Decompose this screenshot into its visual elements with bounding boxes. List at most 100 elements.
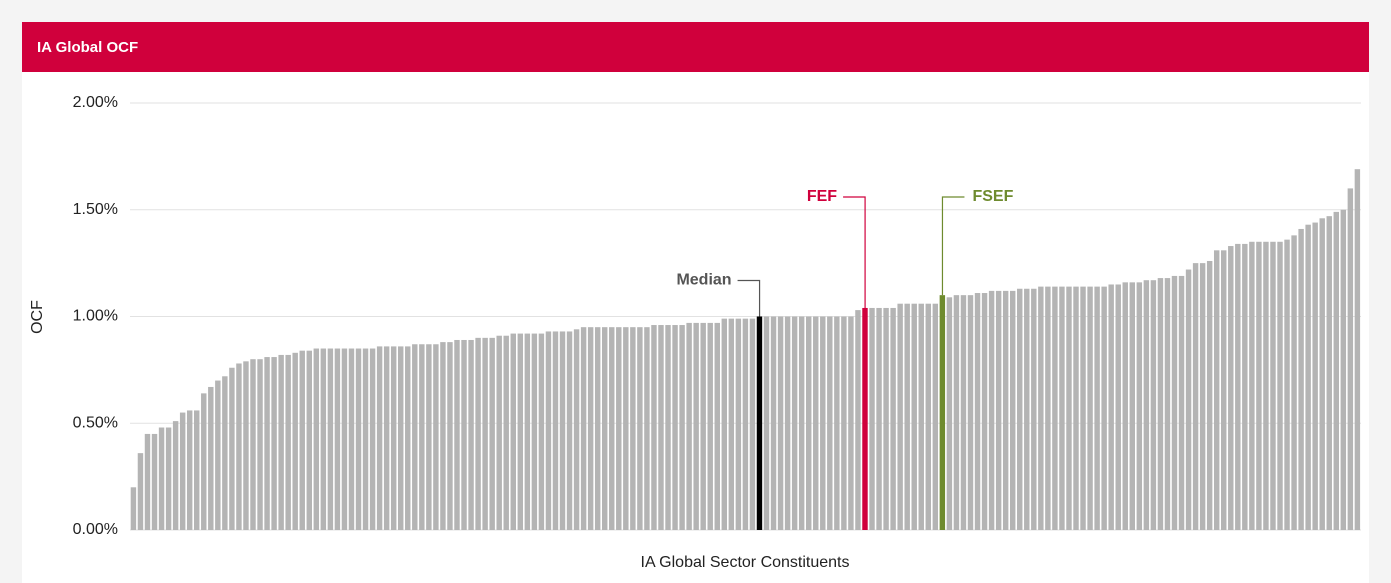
bar bbox=[243, 361, 249, 530]
bar bbox=[292, 352, 298, 530]
bar bbox=[594, 327, 601, 530]
bar bbox=[447, 342, 453, 530]
bar bbox=[1129, 282, 1136, 530]
bar bbox=[1319, 218, 1325, 531]
bar bbox=[988, 290, 995, 530]
y-tick-label: 1.00% bbox=[73, 308, 118, 325]
bar bbox=[686, 322, 692, 530]
bar bbox=[1185, 269, 1192, 530]
y-tick-label: 1.50% bbox=[73, 201, 118, 218]
bar bbox=[566, 331, 573, 530]
bar bbox=[1354, 169, 1361, 530]
bar bbox=[461, 339, 467, 530]
annotation-label: Median bbox=[676, 272, 731, 289]
bar bbox=[1235, 243, 1241, 530]
bar bbox=[932, 303, 939, 530]
bar bbox=[348, 348, 355, 530]
bar bbox=[1333, 211, 1339, 530]
bar bbox=[151, 433, 158, 530]
bar bbox=[848, 316, 854, 530]
bar bbox=[995, 290, 1002, 530]
bar bbox=[700, 322, 706, 530]
bar bbox=[1305, 224, 1311, 530]
bar bbox=[369, 348, 376, 530]
highlight-bar bbox=[756, 316, 763, 530]
bar bbox=[524, 333, 531, 530]
bar bbox=[714, 322, 720, 530]
bar bbox=[1312, 222, 1318, 530]
bar bbox=[1009, 290, 1016, 530]
bar bbox=[440, 342, 446, 530]
annotation-connector bbox=[941, 196, 965, 296]
bar bbox=[918, 303, 924, 530]
bar bbox=[482, 337, 488, 530]
bar bbox=[813, 316, 819, 530]
bar bbox=[538, 333, 545, 530]
bar bbox=[1122, 282, 1128, 530]
bar bbox=[672, 325, 678, 530]
bar bbox=[517, 333, 524, 530]
bar bbox=[1045, 286, 1051, 530]
bar bbox=[1277, 241, 1283, 530]
bar bbox=[257, 359, 263, 530]
bar bbox=[763, 316, 770, 530]
bar bbox=[172, 421, 179, 530]
bar bbox=[137, 453, 144, 530]
bar bbox=[630, 327, 636, 530]
bar bbox=[419, 344, 425, 530]
bar bbox=[1164, 278, 1171, 530]
bar bbox=[707, 322, 713, 530]
bar bbox=[433, 344, 439, 530]
bar bbox=[201, 393, 207, 530]
bar bbox=[777, 316, 784, 530]
bar bbox=[1206, 260, 1213, 530]
bar bbox=[531, 333, 538, 530]
bar bbox=[1213, 250, 1220, 530]
bar bbox=[158, 427, 165, 530]
bar bbox=[1221, 250, 1227, 530]
bar bbox=[1291, 235, 1297, 530]
bar bbox=[454, 339, 460, 530]
bar bbox=[623, 327, 629, 530]
bar bbox=[1178, 275, 1185, 530]
bar bbox=[412, 344, 418, 530]
bar bbox=[883, 307, 889, 530]
bar bbox=[334, 348, 341, 530]
bar bbox=[545, 331, 552, 530]
bar bbox=[1143, 280, 1150, 530]
highlight-bar bbox=[939, 295, 946, 530]
bar bbox=[974, 293, 981, 530]
bar bbox=[552, 331, 559, 530]
bar bbox=[1171, 275, 1178, 530]
bar bbox=[679, 325, 685, 530]
bar bbox=[179, 412, 186, 530]
bar bbox=[313, 348, 320, 530]
bar bbox=[1087, 286, 1093, 530]
bar bbox=[264, 357, 270, 530]
y-tick-label: 2.00% bbox=[73, 94, 118, 111]
bar bbox=[186, 410, 193, 530]
bar bbox=[749, 318, 756, 530]
bar bbox=[1228, 246, 1234, 531]
bar bbox=[405, 346, 411, 530]
bar bbox=[278, 354, 284, 530]
bar bbox=[285, 354, 291, 530]
bar bbox=[1066, 286, 1072, 530]
bar bbox=[130, 487, 137, 530]
bar bbox=[496, 335, 502, 530]
bar bbox=[1017, 288, 1023, 530]
header bbox=[22, 22, 1369, 72]
bar bbox=[426, 344, 432, 530]
bar bbox=[327, 348, 334, 530]
bar bbox=[742, 318, 749, 530]
bar bbox=[1249, 241, 1255, 530]
bar bbox=[236, 363, 242, 530]
bar bbox=[805, 316, 812, 530]
bar bbox=[1298, 228, 1304, 530]
bar bbox=[869, 307, 875, 530]
bar bbox=[665, 325, 671, 530]
bar bbox=[1340, 209, 1347, 530]
bar bbox=[1256, 241, 1262, 530]
bar bbox=[341, 348, 348, 530]
